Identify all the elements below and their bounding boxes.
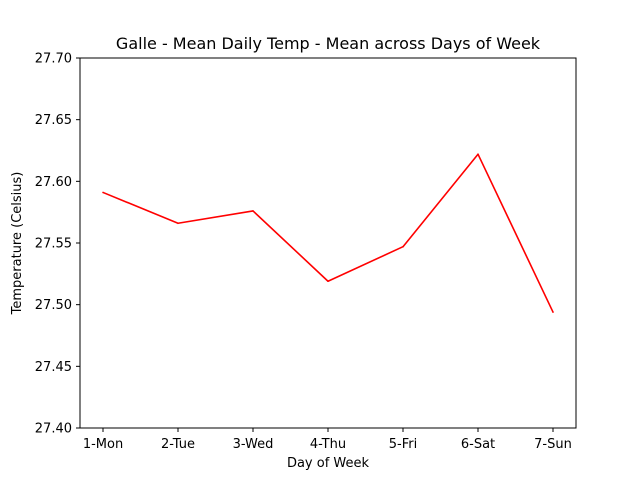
x-tick-label: 5-Fri [389, 437, 417, 452]
x-tick-label: 2-Tue [161, 437, 195, 452]
data-point [327, 280, 329, 283]
y-tick-label: 27.40 [35, 422, 72, 437]
x-tick-label: 7-Sun [534, 437, 572, 452]
y-axis: 27.40 27.45 27.50 27.55 27.60 27.65 27.70 [35, 52, 80, 437]
y-tick-label: 27.60 [35, 175, 72, 190]
y-tick-label: 27.70 [35, 52, 72, 67]
data-point [102, 191, 104, 194]
y-axis-label: Temperature (Celsius) [10, 172, 25, 316]
data-point [177, 222, 179, 225]
chart-title: Galle - Mean Daily Temp - Mean across Da… [116, 34, 541, 53]
y-tick-label: 27.65 [35, 113, 72, 128]
x-tick-label: 4-Thu [310, 437, 346, 452]
plot-area-frame [79, 57, 577, 429]
x-tick-label: 3-Wed [233, 437, 274, 452]
x-tick-label: 6-Sat [461, 437, 495, 452]
y-tick-label: 27.45 [35, 360, 72, 375]
data-point [402, 245, 404, 248]
series-line [102, 153, 554, 313]
data-point [477, 153, 479, 155]
data-point [252, 210, 254, 212]
y-tick-label: 27.55 [35, 237, 72, 252]
x-axis: 1-Mon 2-Tue 3-Wed 4-Thu 5-Fri 6-Sat 7-Sun [83, 428, 572, 452]
y-tick-label: 27.50 [35, 298, 72, 313]
x-axis-label: Day of Week [287, 456, 370, 471]
x-tick-label: 1-Mon [83, 437, 123, 452]
data-point [552, 311, 554, 313]
series-layer [102, 153, 554, 313]
